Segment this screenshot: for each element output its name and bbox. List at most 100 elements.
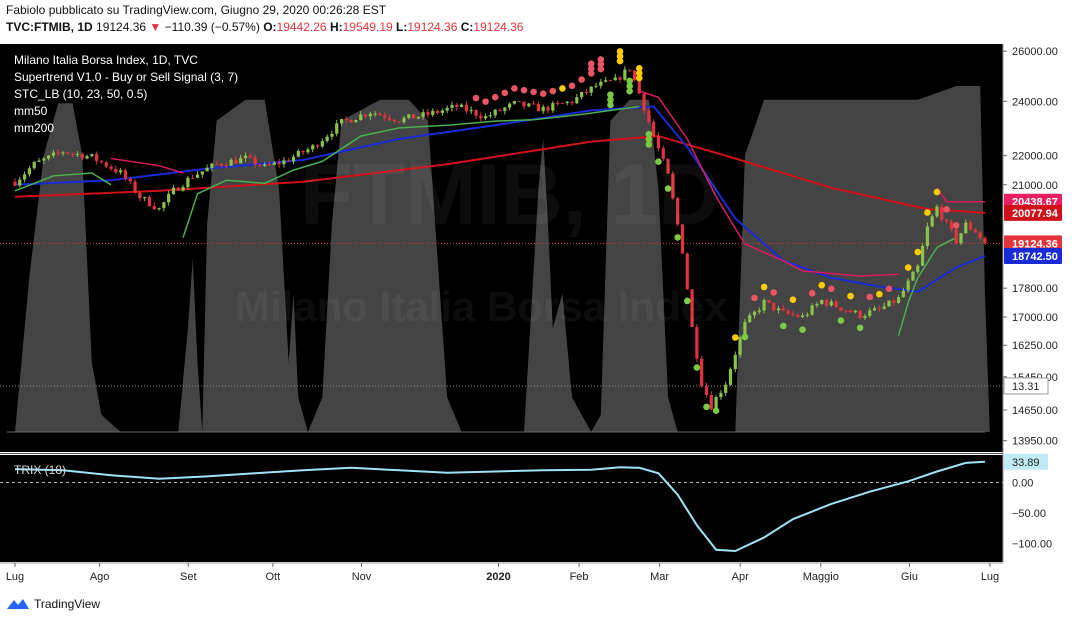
price-tick-label: 17800.00	[1012, 283, 1058, 295]
candle-body	[239, 158, 243, 164]
signal-dot	[837, 317, 845, 324]
candle-body	[666, 158, 670, 174]
signal-dot	[943, 206, 950, 213]
candle-body	[296, 150, 300, 157]
candle-body	[652, 121, 656, 137]
candle-body	[824, 300, 829, 306]
candle-body	[661, 148, 665, 159]
candle-body	[200, 171, 204, 175]
candle-body	[373, 113, 377, 115]
candle-body	[431, 110, 435, 115]
candle-body	[820, 300, 824, 304]
signal-dot	[914, 248, 922, 256]
candle-body	[488, 115, 492, 117]
candle-body	[219, 163, 224, 166]
signal-dot	[482, 98, 489, 105]
candle-body	[195, 174, 200, 178]
candle-body	[450, 104, 454, 108]
candle-body	[968, 222, 973, 230]
candle-body	[532, 103, 536, 105]
candle-body	[858, 310, 862, 318]
candle-body	[263, 164, 267, 166]
candle-body	[474, 109, 478, 116]
candle-body	[402, 117, 406, 123]
candle-body	[248, 155, 252, 158]
open-value: 19442.26	[276, 20, 327, 34]
candle-body	[344, 119, 348, 121]
open-label: O:	[263, 20, 277, 34]
candle-body	[359, 114, 363, 121]
candle-body	[892, 300, 896, 303]
signal-dot	[741, 333, 749, 341]
candle-body	[435, 110, 440, 113]
trix-badge	[1004, 453, 1048, 470]
candle-body	[243, 155, 248, 159]
mm200-line	[14, 135, 986, 214]
candle-body	[301, 150, 305, 153]
candle-body	[61, 152, 65, 154]
signal-dot	[770, 289, 778, 296]
candle-body	[114, 168, 118, 173]
legend-mm200[interactable]: mm200	[14, 121, 55, 135]
candle-body	[330, 133, 334, 137]
candle-body	[287, 160, 291, 162]
signal-dot	[559, 85, 566, 92]
candle-body	[272, 162, 276, 165]
candle-body	[152, 206, 156, 210]
signal-dot	[924, 209, 931, 216]
candle-body	[700, 358, 704, 387]
candle-body	[810, 305, 814, 315]
down-arrow-icon: ▼	[149, 20, 162, 34]
candle-body	[964, 222, 968, 234]
signal-dot	[635, 74, 643, 82]
candle-body	[407, 114, 411, 118]
candle-body	[575, 97, 579, 104]
symbol: TVC:FTMIB, 1D	[6, 20, 93, 34]
candle-body	[349, 119, 353, 123]
candle-body	[565, 101, 569, 104]
signal-dot	[645, 136, 653, 143]
candle-body	[613, 77, 617, 81]
candle-body	[656, 136, 661, 149]
candle-body	[109, 166, 113, 169]
candle-body	[551, 103, 555, 111]
candle-body	[354, 120, 358, 123]
candle-body	[896, 297, 901, 303]
candle-body	[800, 315, 805, 317]
candle-body	[66, 152, 70, 154]
tradingview-logo-icon	[7, 599, 29, 609]
price-badge	[1004, 204, 1062, 221]
signal-dot	[933, 188, 941, 196]
supertrend-segment-4	[897, 236, 957, 336]
candle-body	[805, 314, 809, 316]
legend-mm50[interactable]: mm50	[14, 104, 48, 118]
trix-legend[interactable]: TRIX (18)	[14, 463, 67, 477]
signal-dot	[645, 130, 653, 138]
close-label: C:	[460, 20, 474, 34]
candle-body	[85, 156, 89, 159]
candle-body	[680, 224, 685, 254]
candle-body	[901, 290, 905, 298]
candle-body	[133, 181, 137, 193]
candle-body	[18, 179, 22, 186]
candle-body	[455, 104, 459, 107]
legend-title: Milano Italia Borsa Index, 1D, TVC	[14, 53, 198, 67]
candle-body	[75, 153, 80, 155]
candle-body	[647, 110, 651, 122]
candle-body	[628, 69, 632, 71]
candle-body	[479, 115, 483, 119]
price-tick-label: 14650.00	[1012, 405, 1058, 417]
candle-body	[767, 300, 771, 303]
signal-dot	[616, 48, 624, 55]
candle-body	[983, 238, 987, 244]
candle-body	[47, 155, 51, 159]
legend-stc[interactable]: STC_LB (10, 23, 50, 0.5)	[14, 87, 148, 101]
low-label: L:	[396, 20, 408, 34]
candle-body	[282, 160, 286, 165]
candle-body	[887, 300, 891, 307]
legend-supertrend[interactable]: Supertrend V1.0 - Buy or Sell Signal (3,…	[14, 70, 239, 84]
candle-body	[363, 114, 368, 117]
signal-dot	[607, 91, 614, 98]
candle-body	[306, 149, 310, 153]
